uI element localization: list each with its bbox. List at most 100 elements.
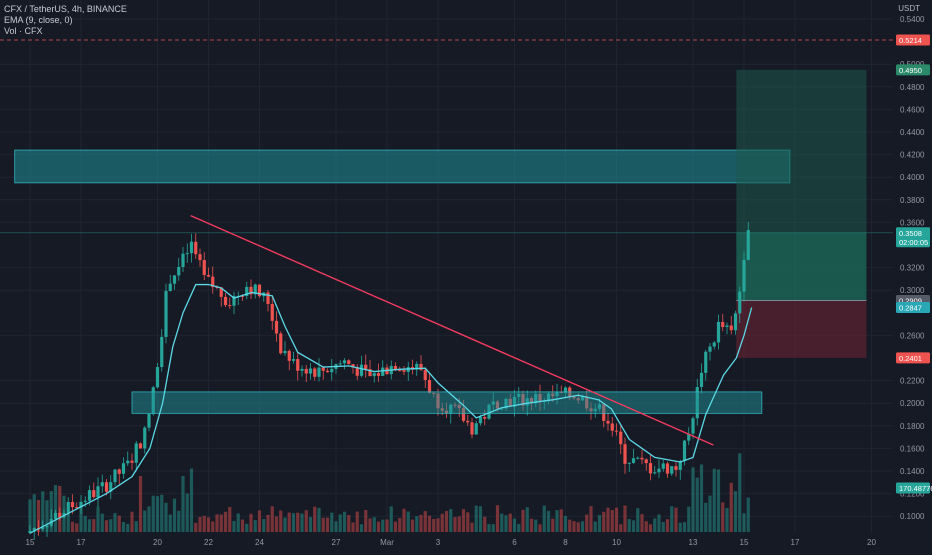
volume-bar [83, 515, 87, 532]
volume-bar [453, 516, 457, 532]
candle-body [75, 507, 79, 509]
candle-body [355, 367, 359, 376]
candle-body [661, 463, 665, 469]
volume-bars [28, 453, 750, 532]
volume-bar [347, 515, 351, 532]
time-tick-label: 15 [740, 538, 749, 547]
volume-bar [436, 518, 440, 532]
candle-body [185, 253, 189, 255]
candle-body [610, 423, 614, 431]
volume-bar [733, 491, 738, 532]
volume-bar [236, 513, 240, 532]
volume-bar [266, 514, 270, 532]
volume-bar [172, 498, 177, 532]
candle-body [627, 462, 631, 464]
candle-body [640, 457, 644, 460]
volume-bar [661, 521, 665, 532]
target-badge-bg [896, 64, 930, 76]
volume-bar [104, 520, 109, 532]
candle-body [670, 466, 674, 474]
resistance-zone [14, 149, 791, 184]
candle-body [87, 490, 92, 501]
volume-bar [126, 523, 130, 532]
volume-bar [449, 509, 453, 532]
candle-body [45, 525, 49, 528]
candle-body [202, 260, 206, 275]
volume-bar [500, 513, 504, 532]
candle-body [342, 360, 347, 364]
volume-bar [257, 510, 262, 532]
candle-body [483, 417, 487, 419]
price-tick-label: 0.3800 [900, 196, 925, 205]
volume-bar [253, 520, 257, 532]
candle-body [393, 365, 398, 371]
time-axis: 15 17 20 22 24 27 Mar 3 6 8 10 13 15 17 20 [26, 538, 877, 547]
candle-body [232, 295, 236, 306]
candle-body [109, 482, 113, 492]
candle-body [304, 368, 308, 374]
volume-bar [721, 502, 725, 532]
ema-indicator-label[interactable]: EMA (9, close, 0) [4, 15, 73, 25]
time-tick-label: 17 [791, 538, 800, 547]
volume-bar [572, 521, 576, 532]
candle-body [419, 363, 423, 370]
volume-bar [334, 521, 338, 532]
volume-indicator-label[interactable]: Vol · CFX [4, 26, 43, 36]
time-tick-label: 3 [436, 538, 441, 547]
volume-bar [117, 515, 121, 532]
volume-bar [495, 505, 500, 532]
volume-bar [517, 524, 521, 532]
candle-body [738, 291, 742, 314]
volume-bar [538, 524, 542, 532]
target-badge: 0.4950 [896, 64, 930, 76]
volume-bar [194, 522, 198, 532]
volume-bar [342, 511, 347, 532]
volume-bar [317, 507, 321, 532]
volume-bar [555, 510, 559, 532]
price-tick-label: 0.5400 [900, 15, 925, 24]
volume-bar [134, 521, 138, 532]
volume-bar [53, 485, 58, 532]
chart-legend: CFX / TetherUS, 4h, BINANCE EMA (9, clos… [4, 4, 127, 37]
candle-body [41, 527, 45, 530]
volume-bar [245, 523, 249, 532]
candle-body [691, 418, 695, 434]
volume-bar [160, 494, 164, 532]
candle-body [381, 367, 385, 376]
volume-bar [419, 514, 423, 532]
volume-bar [525, 507, 529, 532]
volume-badge-text: 170.48776 [899, 484, 932, 493]
candle-body [313, 368, 317, 377]
candle-body [126, 460, 130, 464]
volume-bar [423, 511, 427, 532]
volume-bar [355, 511, 359, 532]
volume-bar [521, 509, 525, 532]
candle-body [708, 346, 712, 352]
candle-body [257, 284, 262, 297]
volume-bar [41, 491, 45, 532]
volume-bar [87, 519, 92, 532]
volume-bar [70, 521, 75, 532]
stop-badge-bg [896, 352, 930, 364]
support-zone [131, 391, 763, 414]
dashed-level-badge: 0.5214 [896, 34, 930, 46]
volume-bar [627, 519, 631, 532]
volume-bar [415, 516, 419, 532]
price-tick-label: 0.3600 [900, 218, 925, 227]
volume-bar [296, 512, 300, 532]
candle-body [746, 230, 750, 260]
price-tick-label: 0.1200 [900, 490, 925, 499]
candle-body [351, 364, 355, 368]
time-tick-label: 10 [612, 538, 621, 547]
candle-body [415, 363, 419, 370]
symbol-info[interactable]: CFX / TetherUS, 4h, BINANCE [4, 4, 127, 14]
candle-body [716, 321, 721, 343]
volume-bar [313, 506, 317, 532]
candle-body [138, 443, 143, 449]
volume-bar [691, 467, 695, 532]
volume-bar [568, 519, 572, 532]
volume-bar [228, 507, 232, 532]
